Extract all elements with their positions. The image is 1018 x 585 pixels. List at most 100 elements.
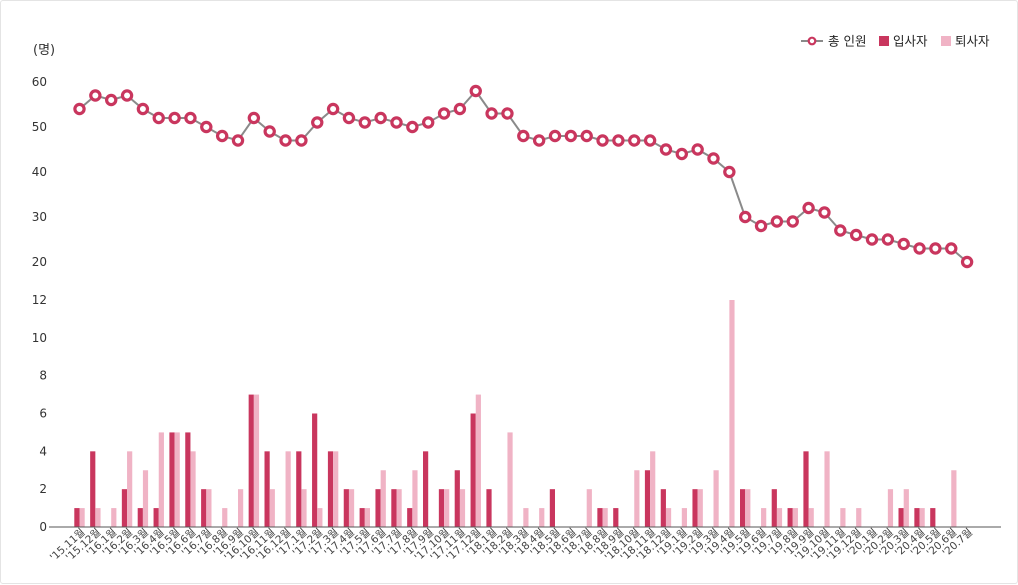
- leavers-bar: [206, 489, 212, 527]
- hires-bar: [438, 489, 445, 527]
- total-point: [215, 129, 229, 143]
- total-point: [517, 129, 530, 143]
- leavers-bar: [269, 489, 275, 527]
- leavers-bar: [396, 489, 402, 527]
- total-point: [136, 102, 150, 116]
- total-point: [326, 102, 340, 116]
- hires-bar: [898, 508, 904, 527]
- total-point: [913, 242, 926, 255]
- total-point: [659, 143, 673, 156]
- hires-bar: [121, 489, 128, 527]
- leavers-bar: [253, 394, 260, 527]
- leavers-bar: [475, 394, 481, 527]
- total-point: [104, 93, 118, 107]
- leavers-bar: [158, 432, 164, 527]
- leavers-bar: [634, 470, 640, 527]
- total-point: [723, 165, 736, 179]
- hires-bar: [740, 489, 746, 527]
- hires-bar: [407, 508, 413, 527]
- leavers-bar: [348, 489, 355, 527]
- total-point: [596, 134, 609, 147]
- leavers-bar: [681, 508, 687, 527]
- total-point: [73, 102, 86, 116]
- hires-bar: [343, 489, 349, 527]
- hires-bar: [470, 413, 476, 527]
- total-point: [311, 116, 324, 129]
- total-point: [770, 215, 784, 228]
- total-point: [945, 242, 958, 255]
- hires-bar: [930, 508, 936, 527]
- leavers-bar: [79, 508, 85, 527]
- leavers-bar: [792, 508, 798, 527]
- hires-bar: [914, 508, 920, 527]
- lower-y-tick-label: 0: [39, 520, 47, 534]
- total-point: [786, 215, 799, 228]
- lower-y-tick-label: 6: [39, 407, 47, 421]
- hires-bar: [74, 508, 80, 527]
- leavers-bar: [190, 451, 196, 527]
- total-point: [628, 134, 641, 147]
- legend: 총 인원 입사자 퇴사자: [801, 34, 990, 49]
- hires-bar: [660, 489, 666, 527]
- total-point: [691, 143, 704, 156]
- total-point: [200, 120, 213, 134]
- total-line: [78, 89, 968, 263]
- leavers-bar: [539, 508, 545, 527]
- total-point: [881, 233, 895, 246]
- lower-y-tick-label: 2: [39, 482, 47, 496]
- total-point: [818, 206, 831, 219]
- legend-total-marker-icon: [807, 36, 817, 46]
- total-point: [358, 116, 371, 129]
- leavers-bar: [459, 489, 466, 527]
- leavers-bar: [523, 508, 529, 527]
- leavers-bar: [745, 489, 751, 527]
- leavers-bar: [364, 508, 370, 527]
- total-point: [802, 201, 815, 215]
- leavers-bar: [665, 508, 672, 527]
- total-point: [390, 116, 403, 129]
- upper-y-tick-label: 30: [32, 210, 47, 224]
- hires-bar: [248, 394, 254, 527]
- leavers-bar: [142, 470, 149, 527]
- leavers-bar: [824, 451, 830, 527]
- total-point: [120, 89, 134, 102]
- leavers-bar: [903, 489, 909, 527]
- upper-y-axis: 60 50 40 30 20: [32, 75, 47, 269]
- lower-y-tick-label: 8: [39, 369, 47, 383]
- leavers-bar: [887, 489, 894, 527]
- leavers-bar: [127, 451, 133, 527]
- leavers-bar: [317, 508, 323, 527]
- leavers-bar: [586, 489, 592, 527]
- hires-bar: [327, 451, 334, 527]
- leavers-bar: [951, 470, 957, 527]
- leavers-bar: [856, 508, 862, 527]
- leavers-bar: [729, 300, 735, 527]
- hires-bar: [137, 508, 143, 527]
- leavers-bar: [507, 432, 513, 527]
- total-point: [485, 107, 498, 120]
- upper-y-tick-label: 20: [32, 255, 47, 269]
- leavers-bar: [697, 489, 703, 527]
- total-point: [469, 84, 482, 98]
- total-point: [263, 125, 276, 138]
- total-point: [453, 102, 467, 116]
- total-point: [279, 134, 292, 147]
- upper-y-tick-label: 60: [32, 75, 47, 89]
- total-point: [532, 134, 546, 147]
- leavers-bar: [222, 508, 228, 527]
- leavers-bar: [285, 451, 291, 527]
- upper-y-tick-label: 40: [32, 165, 47, 179]
- hires-bar: [771, 489, 777, 527]
- line-series-group: [73, 84, 974, 269]
- hires-bar: [803, 451, 809, 527]
- hires-bar: [644, 470, 651, 527]
- legend-leavers-swatch: [941, 36, 951, 46]
- hires-bar: [359, 508, 365, 527]
- lower-y-axis: 12 10 8 6 4 2 0: [32, 293, 47, 534]
- total-point: [168, 111, 181, 125]
- hires-bar: [391, 489, 397, 527]
- total-point: [406, 120, 419, 134]
- leavers-bar: [380, 470, 386, 527]
- hires-bar: [486, 489, 492, 527]
